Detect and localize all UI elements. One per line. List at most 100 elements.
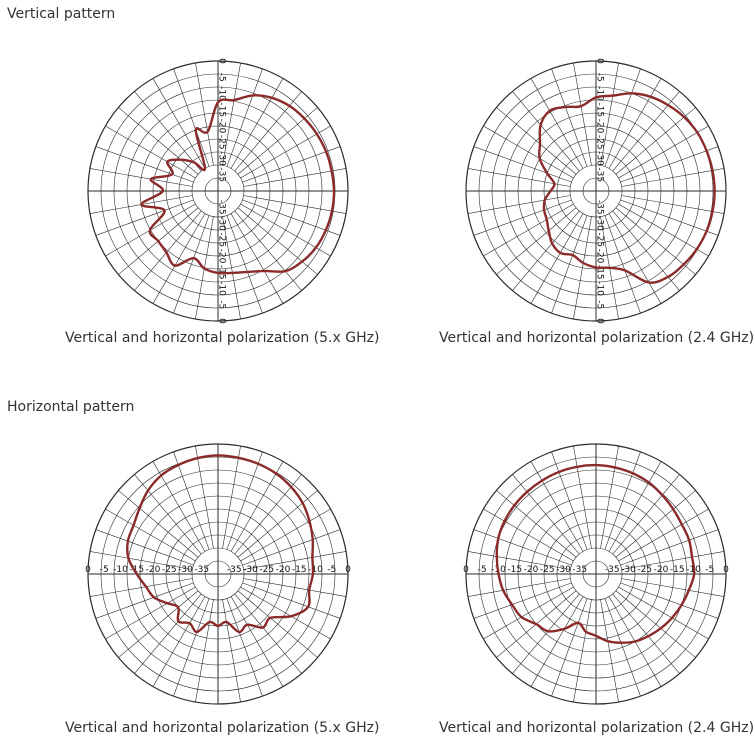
grid-spoke [243, 195, 347, 214]
grid-spoke [621, 168, 725, 187]
grid-spoke [530, 213, 584, 304]
grid-spoke [604, 215, 641, 314]
grid-spoke [530, 596, 584, 687]
grid-spoke [242, 529, 341, 566]
grid-spoke [483, 586, 574, 640]
tick-label: -25 [595, 232, 605, 247]
grid-spoke [530, 78, 584, 169]
grid-spoke [573, 445, 592, 549]
grid-spoke [240, 586, 331, 640]
grid-spoke [240, 508, 331, 562]
grid-spoke [473, 582, 572, 619]
tick-label: 0 [217, 58, 227, 64]
tick-label: -10 [308, 565, 323, 575]
grid-spoke [618, 203, 709, 257]
tick-label: -20 [217, 119, 227, 134]
grid-spoke [621, 551, 725, 570]
tick-label: -10 [217, 86, 227, 101]
grid-spoke [222, 62, 241, 166]
grid-spoke [242, 146, 341, 183]
grid-spoke [89, 168, 193, 187]
polar-grid [465, 60, 727, 322]
caption-vertical-5ghz: Vertical and horizontal polarization (5.… [65, 330, 380, 346]
pattern-trace [140, 94, 336, 275]
tick-label: -35 [572, 565, 587, 575]
grid-spoke [105, 586, 196, 640]
grid-spoke [240, 125, 331, 179]
grid-spoke [118, 490, 199, 558]
pattern-trace [495, 463, 696, 644]
grid-spoke [467, 578, 571, 597]
tick-label: -20 [524, 565, 539, 575]
tick-label: -30 [556, 565, 571, 575]
tick-label: -35 [227, 565, 242, 575]
tick-label: 0 [217, 318, 227, 324]
grid-spoke [604, 68, 641, 167]
grid-spoke [620, 582, 719, 619]
caption-vertical-24ghz: Vertical and horizontal polarization (2.… [439, 330, 755, 346]
tick-label: -30 [621, 565, 636, 575]
grid-spoke [496, 107, 577, 175]
grid-spoke [243, 551, 347, 570]
grid-spoke [95, 199, 194, 236]
tick-label: -20 [276, 565, 291, 575]
grid-spoke [615, 107, 696, 175]
grid-spoke [600, 445, 619, 549]
grid-spoke [530, 461, 584, 552]
caption-horizontal-24ghz: Vertical and horizontal polarization (2.… [439, 720, 755, 736]
grid-spoke [600, 599, 619, 703]
section-title-horizontal: Horizontal pattern [7, 399, 135, 415]
tick-label: -5 [595, 73, 605, 82]
tick-label: -30 [243, 565, 258, 575]
grid-spoke [615, 590, 696, 658]
tick-label: -30 [595, 216, 605, 231]
grid-spoke [573, 216, 592, 320]
grid-spoke [612, 91, 680, 172]
grid-spoke [89, 551, 193, 570]
tick-label: -5 [100, 565, 109, 575]
grid-spoke [467, 195, 571, 214]
tick-label: -15 [595, 265, 605, 280]
grid-spoke [618, 125, 709, 179]
grid-spoke [105, 125, 196, 179]
grid-spoke [195, 445, 214, 549]
grid-spoke [222, 445, 241, 549]
grid-spoke [483, 508, 574, 562]
tick-label: -25 [540, 565, 555, 575]
grid-spoke [551, 451, 588, 550]
grid-spoke [226, 215, 263, 314]
tick-label: -20 [595, 119, 605, 134]
grid-spoke [242, 199, 341, 236]
grid-spoke [95, 582, 194, 619]
grid-spoke [237, 107, 318, 175]
grid-spoke [551, 215, 588, 314]
tick-label: 0 [463, 565, 469, 575]
tick-label: -20 [654, 565, 669, 575]
grid-spoke [230, 596, 284, 687]
polar-grid [87, 443, 349, 705]
grid-spoke [152, 78, 206, 169]
tick-label: -30 [217, 216, 227, 231]
grid-spoke [608, 461, 662, 552]
tick-label: -35 [217, 200, 227, 215]
grid-spoke [134, 91, 202, 172]
grid-spoke [512, 593, 580, 674]
grid-spoke [604, 598, 641, 697]
grid-spoke [237, 207, 318, 275]
polar-plot-vertical-24ghz: 00-5-5-10-10-15-15-20-20-25-25-30-30-35-… [465, 58, 727, 324]
polar-plot-horizontal-5ghz: 0 0-5 -5-10 -10-15 -15-20 -20-25 -25-30 -30-35-… [85, 443, 351, 705]
grid-spoke [551, 598, 588, 697]
grid-spoke [512, 474, 580, 555]
grid-spoke [620, 199, 719, 236]
tick-label: -5 [595, 300, 605, 309]
grid-spoke [95, 146, 194, 183]
pattern-trace [538, 92, 716, 284]
tick-label: -20 [217, 249, 227, 264]
grid-spoke [496, 490, 577, 558]
grid-spoke [134, 210, 202, 291]
grid-spoke [226, 68, 263, 167]
grid-spoke [604, 451, 641, 550]
tick-label: -25 [595, 135, 605, 150]
grid-spoke [173, 451, 210, 550]
tick-label: -30 [217, 151, 227, 166]
